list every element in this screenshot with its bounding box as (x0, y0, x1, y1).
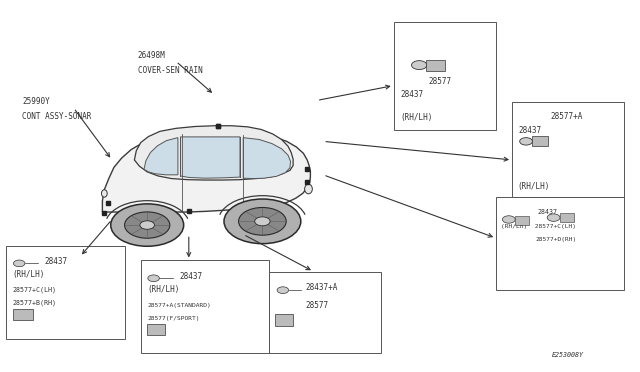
Bar (532, 136, 548, 146)
Text: (RH/LH): (RH/LH) (400, 113, 433, 122)
Text: 28437: 28437 (400, 90, 423, 99)
Circle shape (502, 216, 515, 223)
Text: 28577: 28577 (306, 301, 329, 310)
Text: (RH/LH)  28577+C(LH): (RH/LH) 28577+C(LH) (501, 224, 576, 229)
Text: 28437: 28437 (45, 257, 68, 266)
Circle shape (239, 208, 286, 235)
Bar (141, 260, 269, 353)
Text: 28437: 28437 (179, 272, 202, 280)
Text: 28577+A(STANDARD): 28577+A(STANDARD) (147, 302, 211, 308)
Bar (496, 197, 624, 290)
Text: (RH/LH): (RH/LH) (13, 270, 45, 279)
Bar (6, 246, 125, 339)
Bar (426, 60, 445, 71)
Polygon shape (243, 138, 291, 179)
Circle shape (255, 217, 270, 226)
Bar (512, 102, 624, 197)
Polygon shape (180, 137, 240, 178)
Circle shape (520, 138, 532, 145)
Text: COVER-SEN RAIN: COVER-SEN RAIN (138, 65, 202, 74)
Text: (RH/LH): (RH/LH) (147, 285, 180, 294)
Circle shape (277, 287, 289, 294)
Circle shape (148, 275, 159, 282)
Circle shape (224, 199, 301, 244)
Polygon shape (102, 132, 310, 212)
Circle shape (111, 204, 184, 246)
Bar (275, 314, 293, 326)
Circle shape (125, 212, 170, 238)
Text: 25990Y: 25990Y (22, 97, 50, 106)
Text: CONT ASSY-SONAR: CONT ASSY-SONAR (22, 112, 92, 121)
Polygon shape (144, 138, 178, 175)
Text: 28437: 28437 (538, 209, 557, 215)
Text: 28437: 28437 (518, 126, 541, 135)
Text: (RH/LH): (RH/LH) (517, 182, 550, 190)
Text: 28577+C(LH): 28577+C(LH) (13, 287, 57, 294)
Text: E253008Y: E253008Y (552, 352, 584, 358)
Text: 28577+A: 28577+A (550, 112, 583, 121)
Bar (269, 272, 381, 353)
Circle shape (13, 260, 25, 267)
Circle shape (140, 221, 154, 229)
Bar (515, 216, 529, 225)
Text: 26498M: 26498M (138, 51, 165, 60)
Polygon shape (134, 126, 293, 180)
Text: 28577+B(RH): 28577+B(RH) (13, 300, 57, 307)
Ellipse shape (305, 184, 312, 194)
Bar (394, 22, 496, 130)
Text: 28577+D(RH): 28577+D(RH) (536, 237, 577, 242)
Text: 28437+A: 28437+A (306, 283, 339, 292)
Circle shape (412, 61, 427, 70)
Text: 28577: 28577 (429, 77, 452, 86)
Text: 28577(F/SPORT): 28577(F/SPORT) (147, 315, 200, 321)
Bar (147, 324, 165, 335)
Ellipse shape (102, 190, 108, 197)
Circle shape (547, 214, 560, 221)
Bar (13, 309, 33, 320)
Bar (560, 213, 574, 222)
